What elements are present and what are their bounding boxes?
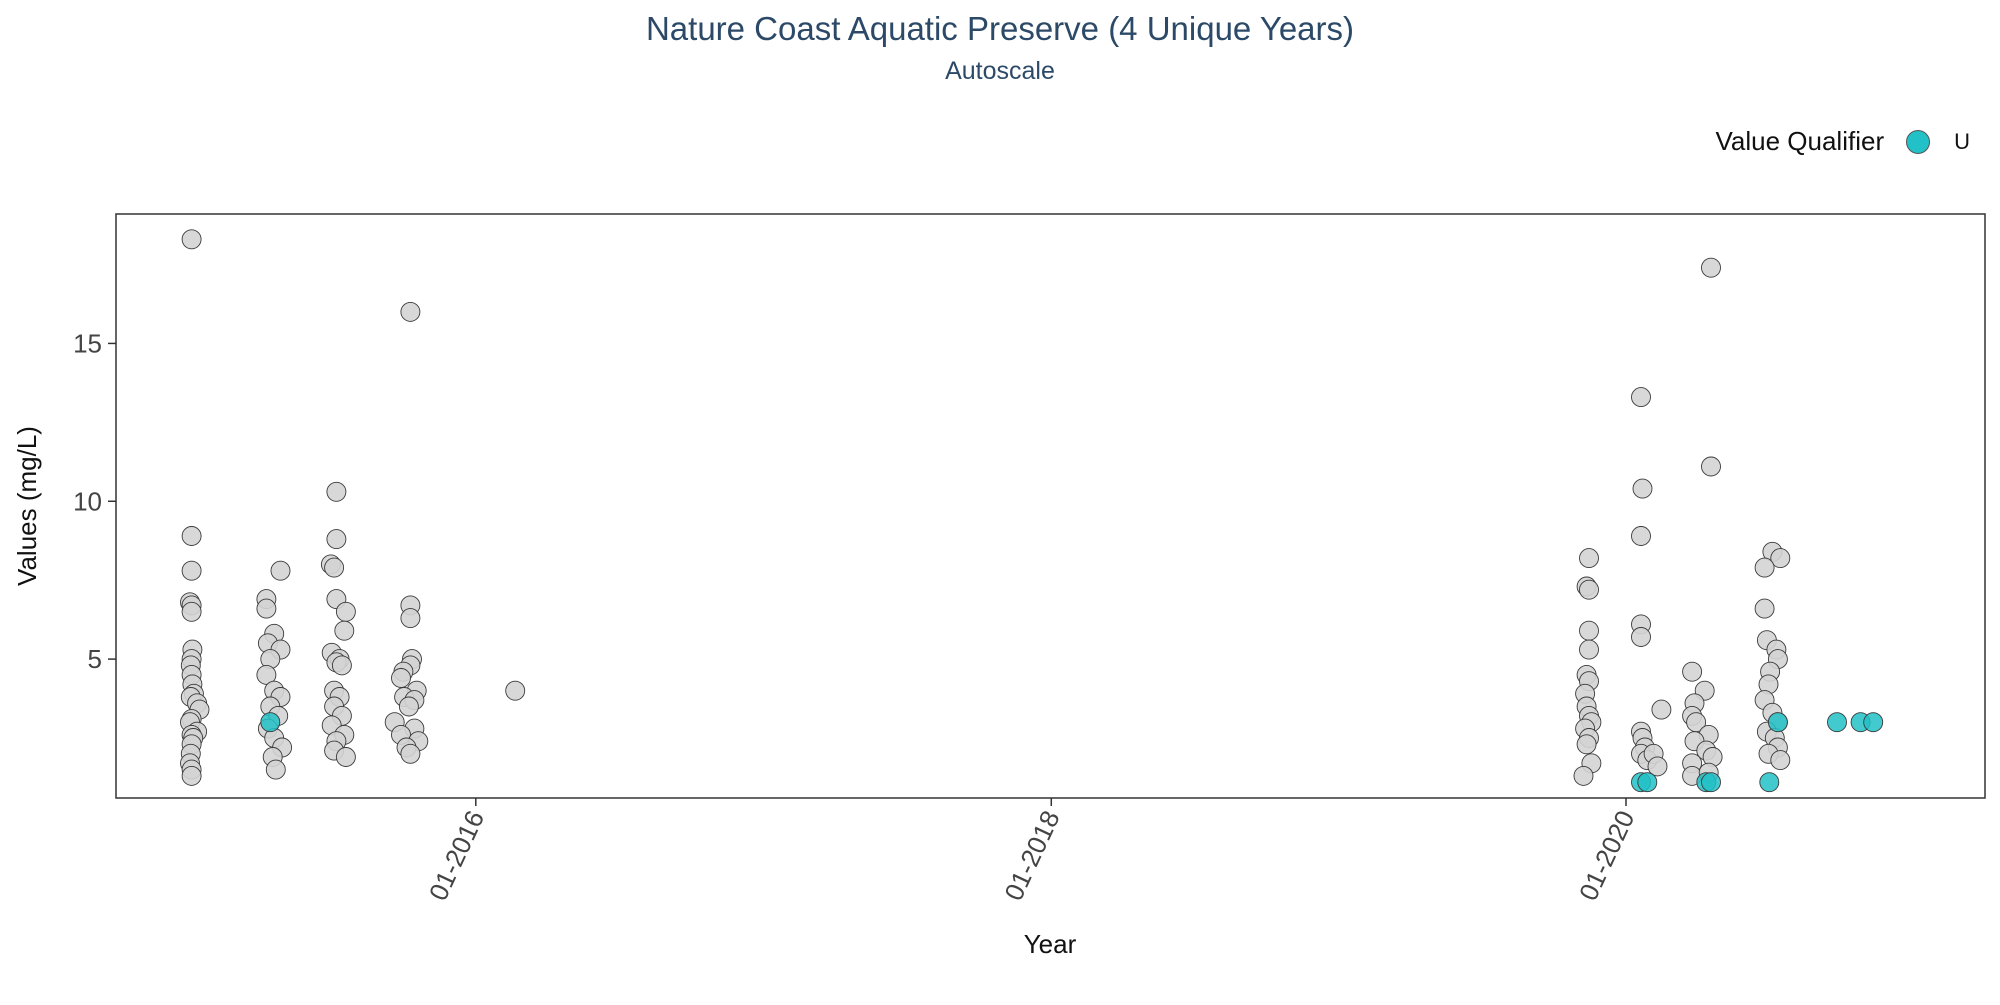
data-point	[181, 229, 202, 250]
data-point	[1701, 257, 1721, 278]
x-axis-title: Year	[1024, 929, 1077, 959]
chart-subtitle: Autoscale	[945, 57, 1055, 85]
data-point	[1573, 765, 1594, 786]
data-points	[180, 229, 1884, 793]
y-tick-label: 10	[73, 486, 102, 516]
data-point	[331, 655, 352, 676]
data-point	[1579, 639, 1599, 660]
x-tick-label: 01-2020	[1573, 806, 1641, 905]
y-tick-label: 15	[73, 328, 102, 358]
data-point	[181, 560, 202, 581]
x-axis: 01-2016 01-2018 01-2020	[423, 798, 1641, 905]
data-point	[1754, 598, 1775, 619]
data-point	[256, 664, 277, 685]
data-point	[1647, 756, 1668, 777]
data-point	[335, 601, 356, 622]
data-point	[265, 759, 286, 780]
data-point	[181, 765, 202, 786]
chart-title: Nature Coast Aquatic Preserve (4 Unique …	[645, 10, 1355, 47]
y-axis-title: Values (mg/L)	[12, 426, 42, 586]
y-axis: 5 10 15	[73, 328, 116, 674]
data-point-u	[1863, 712, 1884, 733]
data-point	[1579, 548, 1599, 569]
legend-key-u	[1906, 129, 1931, 154]
data-point-u	[1767, 712, 1788, 733]
data-point	[181, 601, 202, 622]
data-point	[334, 620, 355, 641]
data-point	[324, 557, 345, 578]
data-point-u	[1701, 772, 1721, 793]
data-point	[1770, 750, 1791, 771]
data-point	[1631, 526, 1651, 546]
data-point	[270, 560, 291, 581]
data-point	[400, 301, 421, 322]
data-point	[400, 608, 421, 629]
data-point	[1576, 734, 1597, 755]
data-point	[1579, 579, 1599, 600]
data-point-u	[1637, 772, 1658, 793]
data-point-u	[260, 712, 281, 733]
data-point	[400, 743, 421, 764]
y-tick-label: 5	[88, 644, 102, 674]
data-point	[1651, 699, 1672, 720]
data-point-u	[1827, 712, 1847, 733]
x-tick-label: 01-2018	[998, 806, 1066, 905]
legend-label-u: U	[1954, 128, 1970, 154]
data-point	[326, 481, 347, 502]
data-point	[1770, 548, 1791, 569]
data-point	[398, 696, 419, 717]
data-point	[326, 529, 347, 550]
data-point	[1632, 478, 1653, 499]
data-point	[505, 680, 526, 701]
data-point	[256, 598, 277, 619]
data-point	[1682, 661, 1703, 682]
data-point	[1631, 627, 1651, 647]
data-point	[335, 747, 356, 767]
data-point	[1579, 620, 1599, 641]
legend: Value Qualifier U	[1716, 126, 1971, 157]
x-tick-label: 01-2016	[423, 806, 491, 905]
data-point	[1754, 557, 1775, 578]
data-point-u	[1759, 772, 1780, 793]
data-point	[391, 668, 411, 688]
data-point	[181, 526, 202, 546]
plot-panel-border	[115, 213, 1986, 799]
legend-title: Value Qualifier	[1715, 126, 1885, 156]
data-point	[1631, 387, 1651, 408]
data-point	[1701, 456, 1721, 477]
